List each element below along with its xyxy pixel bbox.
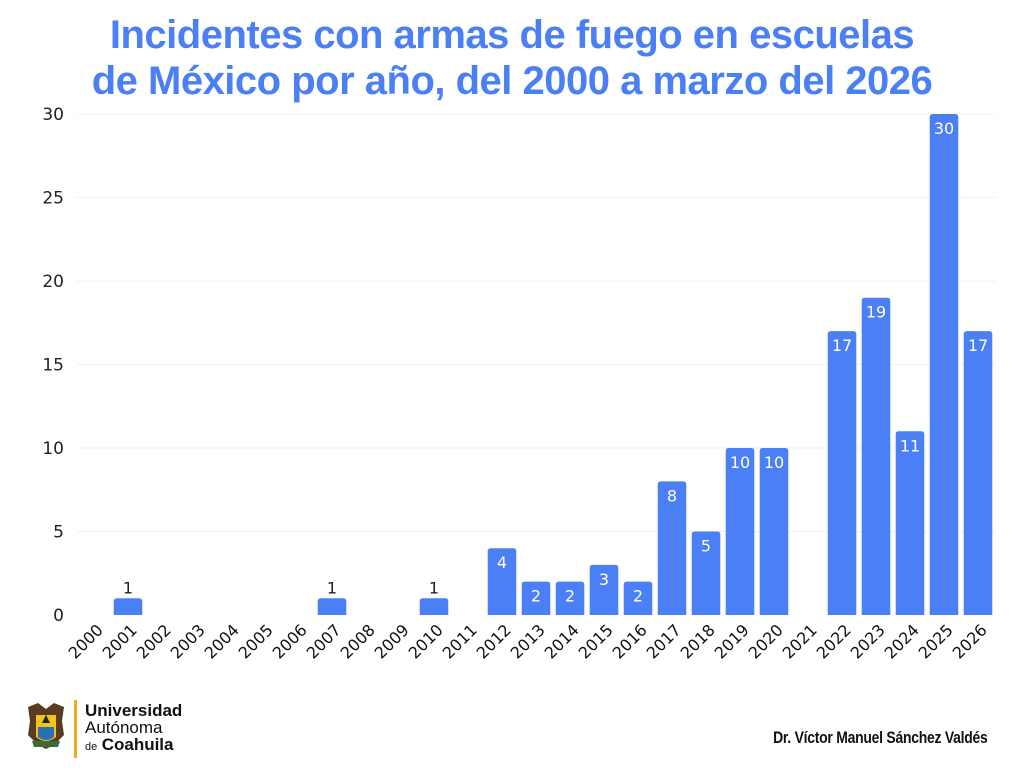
y-tick-label: 0	[53, 606, 64, 626]
x-tick-label: 2007	[303, 620, 345, 662]
y-tick-label: 20	[42, 272, 64, 292]
x-tick-label: 2005	[235, 620, 277, 662]
x-tick-label: 2026	[949, 620, 991, 662]
data-label-2016: 2	[633, 587, 643, 606]
x-tick-label: 2020	[745, 620, 787, 662]
data-label-2013: 2	[531, 587, 541, 606]
university-line-3-main: Coahuila	[101, 735, 174, 754]
data-label-2007: 1	[327, 578, 337, 597]
data-label-2023: 19	[866, 303, 886, 322]
data-label-2001: 1	[123, 578, 133, 597]
x-tick-label: 2019	[711, 620, 753, 662]
x-tick-label: 2001	[99, 620, 141, 662]
data-label-2019: 10	[730, 453, 750, 472]
data-label-2018: 5	[701, 537, 711, 556]
x-tick-label: 2025	[915, 620, 957, 662]
y-tick-label: 10	[42, 439, 64, 459]
bar-2010	[419, 598, 449, 615]
x-tick-label: 2024	[881, 620, 923, 662]
bar-2022	[827, 331, 857, 615]
y-tick-label: 5	[53, 523, 64, 543]
x-tick-label: 2016	[609, 620, 651, 662]
bar-2007	[317, 598, 347, 615]
y-tick-label: 15	[42, 356, 64, 376]
university-line-3-prefix: de	[85, 741, 98, 753]
data-label-2015: 3	[599, 570, 609, 589]
x-tick-label: 2008	[337, 620, 379, 662]
bar-2015	[589, 564, 619, 615]
university-crest-icon	[28, 703, 64, 749]
chart-title-line-1: Incidentes con armas de fuego en escuela…	[109, 13, 915, 57]
x-tick-label: 2003	[167, 620, 209, 662]
author-credit: Dr. Víctor Manuel Sánchez Valdés	[773, 728, 989, 747]
bar-2024	[895, 431, 925, 615]
gridlines	[77, 113, 995, 532]
x-tick-label: 2023	[847, 620, 889, 662]
bar-2026	[963, 331, 993, 615]
y-axis: 0 5 10 15 20 25 30	[42, 105, 64, 626]
university-line-1: Universidad	[85, 701, 183, 720]
y-tick-label: 30	[42, 105, 64, 125]
bars	[113, 114, 993, 615]
x-axis: 2000200120022003200420052006200720082009…	[65, 620, 991, 662]
bar-2019	[725, 448, 755, 615]
x-tick-label: 2021	[779, 620, 821, 662]
x-tick-label: 2022	[813, 620, 855, 662]
data-label-2014: 2	[565, 587, 575, 606]
bar-2025	[929, 114, 959, 615]
data-label-2024: 11	[900, 436, 920, 455]
bar-2013	[521, 581, 551, 615]
bar-2017	[657, 481, 687, 615]
bar-2012	[487, 548, 517, 615]
bar-2020	[759, 448, 789, 615]
x-tick-label: 2006	[269, 620, 311, 662]
chart-title: Incidentes con armas de fuego en escuela…	[0, 12, 1024, 104]
x-tick-label: 2002	[133, 620, 175, 662]
data-label-2010: 1	[429, 578, 439, 597]
x-tick-label: 2015	[575, 620, 617, 662]
university-name: Universidad Autónoma de Coahuila	[85, 702, 182, 756]
x-tick-label: 2018	[677, 620, 719, 662]
university-logo: Universidad Autónoma de Coahuila	[24, 700, 182, 758]
data-label-2025: 30	[934, 119, 954, 138]
x-tick-label: 2017	[643, 620, 685, 662]
bar-2016	[623, 581, 653, 615]
data-label-2012: 4	[497, 553, 507, 572]
bar-2018	[691, 531, 721, 615]
x-tick-label: 2010	[405, 620, 447, 662]
x-tick-label: 2014	[541, 620, 583, 662]
x-tick-label: 2011	[439, 620, 481, 662]
x-tick-label: 2012	[473, 620, 515, 662]
university-line-2: Autónoma	[85, 718, 163, 737]
y-tick-label: 25	[42, 189, 64, 209]
data-label-2026: 17	[968, 336, 988, 355]
data-label-2017: 8	[667, 486, 677, 505]
chart-title-line-2: de México por año, del 2000 a marzo del …	[91, 59, 933, 103]
data-label-2020: 10	[764, 453, 784, 472]
bar-2001	[113, 598, 143, 615]
x-tick-label: 2004	[201, 620, 243, 662]
bar-2023	[861, 297, 891, 615]
bar-2014	[555, 581, 585, 615]
data-label-2022: 17	[832, 336, 852, 355]
x-tick-label: 2013	[507, 620, 549, 662]
x-tick-label: 2000	[65, 620, 107, 662]
logo-divider	[74, 700, 77, 758]
x-tick-label: 2009	[371, 620, 413, 662]
